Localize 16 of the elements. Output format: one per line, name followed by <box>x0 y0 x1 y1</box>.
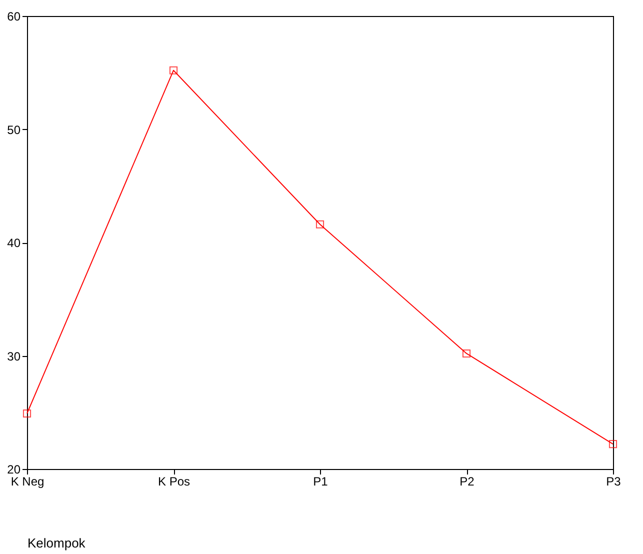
point <box>169 66 178 74</box>
y-tick-label: 40 <box>7 236 21 250</box>
point <box>316 220 324 228</box>
point <box>22 409 32 418</box>
point <box>608 440 618 448</box>
y-tick-label: 50 <box>7 122 21 137</box>
point <box>462 349 471 358</box>
x-tick-label: P2 <box>460 474 475 488</box>
y-tick-label: 60 <box>7 10 21 24</box>
x-tick-label: P3 <box>606 474 622 488</box>
x-tick-label: K Neg <box>10 474 44 488</box>
x-axis-title: Kelompok <box>28 536 86 550</box>
x-tick-label: K Pos <box>158 474 190 488</box>
y-tick-label: 20 <box>7 462 21 476</box>
y-tick-label: 30 <box>7 349 21 364</box>
x-tick-label: P1 <box>313 474 328 488</box>
